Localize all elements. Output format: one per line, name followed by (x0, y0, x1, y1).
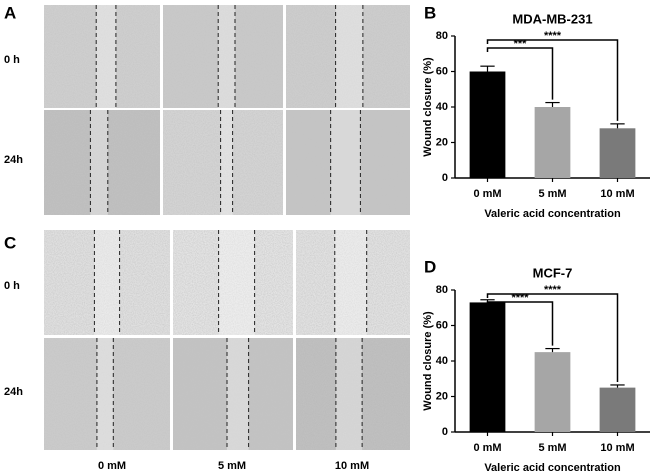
significance-label: **** (544, 30, 562, 42)
panel-label: D (424, 257, 436, 276)
micrograph-texture (173, 338, 293, 450)
wound-gap (218, 230, 255, 335)
micrograph-texture (173, 230, 293, 335)
y-tick-label: 0 (442, 172, 448, 184)
x-tick-label: 5 mM (538, 188, 566, 200)
y-tick-label: 0 (442, 426, 448, 438)
significance-label: *** (514, 38, 528, 50)
x-tick-label: 5 mM (538, 442, 566, 454)
panel-label: A (4, 3, 16, 22)
y-tick-label: 60 (436, 319, 448, 331)
micrograph-texture (296, 230, 410, 335)
micrograph-texture (163, 5, 283, 108)
wound-gap (96, 338, 114, 450)
significance-label: **** (511, 292, 529, 304)
wound-gap (335, 5, 363, 108)
significance-label: **** (544, 284, 562, 296)
micrograph-texture (44, 110, 160, 215)
row-label: 24h (4, 386, 23, 398)
significance-bracket (486, 39, 619, 121)
wound-gap (227, 338, 249, 450)
wound-gap (330, 110, 361, 215)
panel-label: C (4, 233, 16, 252)
x-tick-label: 0 mM (473, 442, 501, 454)
micrograph-texture (296, 338, 410, 450)
y-tick-label: 60 (436, 65, 448, 77)
bar (469, 71, 506, 178)
significance-bracket (486, 47, 554, 100)
wound-gap (335, 338, 363, 450)
wound-gap (218, 5, 235, 108)
y-axis-label: Wound closure (%) (422, 57, 434, 157)
wound-gap (96, 5, 116, 108)
y-tick-label: 80 (436, 30, 448, 42)
bar (599, 387, 636, 432)
y-tick-label: 40 (436, 355, 448, 367)
y-tick-label: 40 (436, 101, 448, 113)
column-label: 10 mM (335, 460, 369, 472)
chart-title: MCF-7 (533, 265, 573, 280)
y-tick-label: 20 (436, 136, 448, 148)
x-tick-label: 10 mM (600, 188, 634, 200)
significance-bracket (486, 293, 619, 382)
column-label: 5 mM (218, 460, 246, 472)
x-axis-label: Valeric acid concentration (484, 462, 621, 474)
wound-gap (220, 110, 233, 215)
row-label: 0 h (4, 280, 20, 292)
micrograph-texture (44, 338, 170, 450)
y-tick-label: 80 (436, 284, 448, 296)
micrograph-texture (163, 110, 283, 215)
micrograph-texture (286, 5, 410, 108)
bar (534, 107, 571, 178)
bar (599, 128, 636, 178)
x-tick-label: 0 mM (473, 188, 501, 200)
row-label: 0 h (4, 54, 20, 66)
micrograph-texture (286, 110, 410, 215)
wound-gap (90, 110, 108, 215)
x-tick-label: 10 mM (600, 442, 634, 454)
panel-label: B (424, 3, 436, 22)
column-label: 0 mM (98, 460, 126, 472)
row-label: 24h (4, 154, 23, 166)
bar (469, 302, 506, 432)
y-axis-label: Wound closure (%) (422, 311, 434, 411)
bar (534, 352, 571, 432)
chart-title: MDA-MB-231 (512, 11, 592, 26)
x-axis-label: Valeric acid concentration (484, 208, 621, 220)
micrograph-texture (44, 5, 160, 108)
micrographs (44, 5, 410, 450)
significance-bracket (486, 301, 554, 346)
wound-gap (334, 230, 367, 335)
y-tick-label: 20 (436, 390, 448, 402)
micrograph-texture (44, 230, 170, 335)
wound-gap (94, 230, 120, 335)
